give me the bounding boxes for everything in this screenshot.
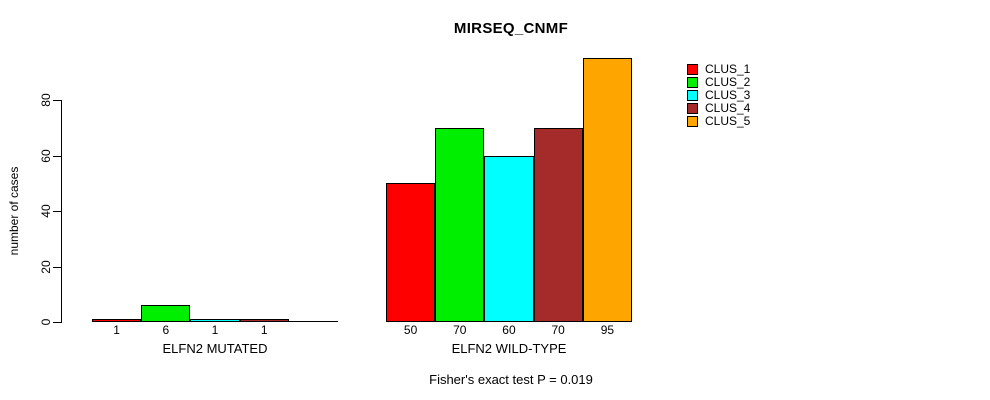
legend: CLUS_1 CLUS_2 CLUS_3 CLUS_4 CLUS_5 — [687, 63, 750, 128]
bar — [190, 319, 240, 322]
legend-swatch — [687, 116, 698, 127]
legend-label: CLUS_1 — [705, 62, 751, 76]
group-label: ELFN2 WILD-TYPE — [451, 341, 567, 356]
y-tick — [53, 100, 61, 101]
legend-row: CLUS_2 — [687, 76, 750, 89]
bar-value-label: 6 — [162, 323, 170, 337]
bar-value-label: 1 — [113, 323, 120, 337]
y-tick — [53, 155, 61, 157]
y-tick-label: 20 — [39, 259, 53, 274]
legend-swatch — [687, 90, 698, 101]
bar — [141, 305, 191, 322]
bar — [386, 183, 436, 322]
y-tick — [53, 211, 61, 212]
legend-swatch — [687, 103, 698, 114]
bar-value-label: 70 — [453, 323, 467, 337]
legend-row: CLUS_4 — [687, 102, 750, 115]
bar-value-label: 50 — [403, 323, 418, 337]
chart-title: MIRSEQ_CNMF — [453, 20, 569, 37]
bar-value-label: 1 — [260, 323, 268, 337]
bar-value-label: 95 — [600, 323, 615, 337]
bar-value-label: 70 — [551, 323, 565, 337]
y-tick — [53, 322, 61, 323]
bar — [239, 319, 289, 322]
bar — [92, 319, 142, 322]
y-tick — [53, 266, 61, 268]
bar — [533, 127, 583, 322]
legend-row: CLUS_3 — [687, 89, 750, 102]
bar-value-label: 1 — [211, 323, 219, 337]
legend-swatch — [687, 64, 698, 75]
bar-value-label: 60 — [502, 323, 516, 337]
y-tick-label: 60 — [39, 148, 53, 163]
zero-bar-baseline — [288, 321, 338, 322]
y-tick-label: 40 — [39, 204, 53, 218]
legend-label: CLUS_3 — [705, 88, 751, 102]
y-tick-label: 80 — [39, 93, 53, 107]
legend-swatch — [687, 77, 698, 88]
legend-row: CLUS_1 — [687, 63, 750, 76]
y-tick-label: 0 — [39, 318, 53, 326]
legend-label: CLUS_4 — [705, 101, 751, 115]
bar — [435, 127, 485, 322]
group-label: ELFN2 MUTATED — [162, 341, 268, 356]
y-axis-label: number of cases — [7, 166, 21, 256]
legend-label: CLUS_5 — [705, 114, 751, 128]
stat-test-annotation: Fisher's exact test P = 0.019 — [429, 372, 593, 387]
legend-label: CLUS_2 — [705, 75, 751, 89]
bar — [484, 155, 534, 322]
y-axis-line — [61, 100, 62, 323]
legend-row: CLUS_5 — [687, 115, 750, 128]
bar — [582, 58, 632, 322]
